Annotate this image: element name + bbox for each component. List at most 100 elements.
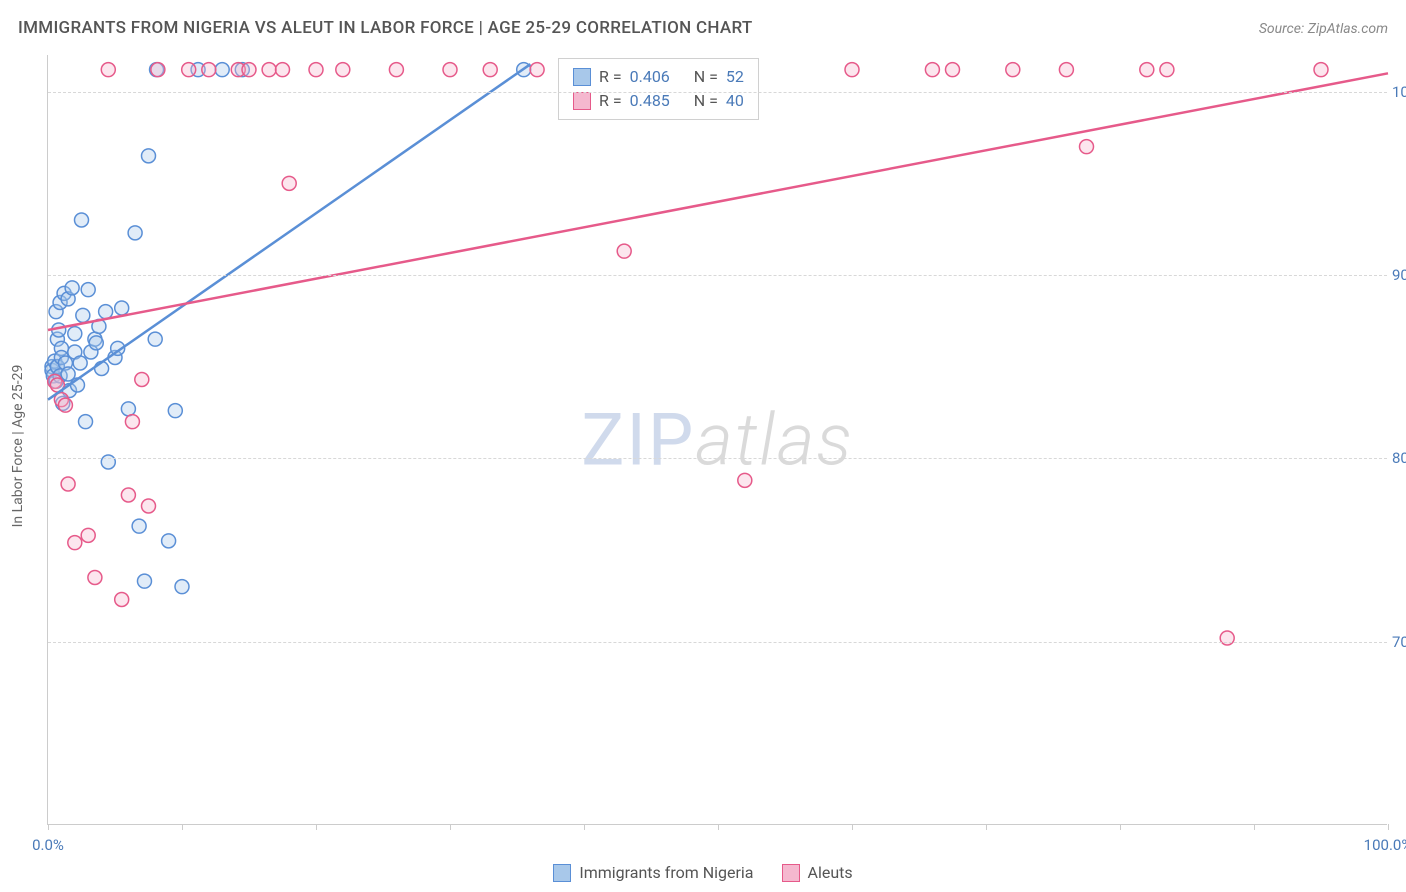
data-point xyxy=(121,488,135,502)
data-point xyxy=(137,574,151,588)
data-point xyxy=(68,327,82,341)
gridline xyxy=(48,275,1387,276)
data-point xyxy=(276,63,290,77)
y-tick-label: 100.0% xyxy=(1392,83,1406,101)
data-point xyxy=(1314,63,1328,77)
n-label: N = xyxy=(694,65,718,89)
x-tick-mark xyxy=(182,824,183,830)
legend-label-nigeria: Immigrants from Nigeria xyxy=(579,863,753,882)
y-tick-label: 90.0% xyxy=(1392,266,1406,284)
x-tick-mark xyxy=(450,824,451,830)
data-point xyxy=(617,244,631,258)
x-tick-mark xyxy=(1388,824,1389,830)
data-point xyxy=(128,226,142,240)
stats-row-nigeria: R = 0.406 N = 52 xyxy=(573,65,744,89)
data-point xyxy=(76,308,90,322)
data-point xyxy=(175,580,189,594)
data-point xyxy=(125,415,139,429)
stats-legend: R = 0.406 N = 52 R = 0.485 N = 40 xyxy=(558,58,759,120)
chart-source: Source: ZipAtlas.com xyxy=(1259,21,1388,37)
x-tick-label: 0.0% xyxy=(32,836,64,854)
data-point xyxy=(121,402,135,416)
data-point xyxy=(1006,63,1020,77)
r-value-nigeria: 0.406 xyxy=(630,65,670,89)
n-value-nigeria: 52 xyxy=(726,65,744,89)
data-point xyxy=(68,536,82,550)
data-point xyxy=(101,63,115,77)
bottom-legend: Immigrants from Nigeria Aleuts xyxy=(0,863,1406,882)
data-point xyxy=(845,63,859,77)
swatch-aleuts xyxy=(573,92,591,110)
x-tick-mark xyxy=(986,824,987,830)
y-tick-label: 70.0% xyxy=(1392,633,1406,651)
data-point xyxy=(925,63,939,77)
data-point xyxy=(202,63,216,77)
gridline xyxy=(48,642,1387,643)
data-point xyxy=(443,63,457,77)
x-tick-mark xyxy=(1120,824,1121,830)
chart-header: IMMIGRANTS FROM NIGERIA VS ALEUT IN LABO… xyxy=(18,18,1388,38)
x-tick-mark xyxy=(852,824,853,830)
data-point xyxy=(946,63,960,77)
data-point xyxy=(142,149,156,163)
legend-item-aleuts: Aleuts xyxy=(782,863,853,882)
data-point xyxy=(81,528,95,542)
data-point xyxy=(262,63,276,77)
y-tick-label: 80.0% xyxy=(1392,449,1406,467)
data-point xyxy=(148,332,162,346)
data-point xyxy=(1220,631,1234,645)
swatch-nigeria-icon xyxy=(553,864,571,882)
data-point xyxy=(483,63,497,77)
legend-label-aleuts: Aleuts xyxy=(808,863,853,882)
gridline xyxy=(48,92,1387,93)
data-point xyxy=(1059,63,1073,77)
x-tick-mark xyxy=(1254,824,1255,830)
data-point xyxy=(336,63,350,77)
data-point xyxy=(88,571,102,585)
data-point xyxy=(215,63,229,77)
data-point xyxy=(132,519,146,533)
gridline xyxy=(48,458,1387,459)
data-point xyxy=(530,63,544,77)
data-point xyxy=(738,473,752,487)
data-point xyxy=(142,499,156,513)
swatch-nigeria xyxy=(573,68,591,86)
data-point xyxy=(61,477,75,491)
data-point xyxy=(73,356,87,370)
chart-svg xyxy=(48,55,1387,824)
data-point xyxy=(242,63,256,77)
plot-area: ZIPatlas R = 0.406 N = 52 R = 0.485 N = … xyxy=(47,55,1387,825)
swatch-aleuts-icon xyxy=(782,864,800,882)
data-point xyxy=(282,176,296,190)
x-tick-mark xyxy=(316,824,317,830)
data-point xyxy=(101,455,115,469)
data-point xyxy=(1160,63,1174,77)
data-point xyxy=(65,281,79,295)
data-point xyxy=(79,415,93,429)
data-point xyxy=(389,63,403,77)
data-point xyxy=(1080,140,1094,154)
r-label: R = xyxy=(599,65,622,89)
data-point xyxy=(182,63,196,77)
chart-title: IMMIGRANTS FROM NIGERIA VS ALEUT IN LABO… xyxy=(18,18,753,38)
data-point xyxy=(309,63,323,77)
data-point xyxy=(75,213,89,227)
x-tick-mark xyxy=(584,824,585,830)
data-point xyxy=(81,283,95,297)
data-point xyxy=(99,305,113,319)
x-tick-mark xyxy=(718,824,719,830)
trend-line xyxy=(48,64,530,400)
data-point xyxy=(135,373,149,387)
data-point xyxy=(162,534,176,548)
data-point xyxy=(115,301,129,315)
data-point xyxy=(168,404,182,418)
data-point xyxy=(89,336,103,350)
x-tick-mark xyxy=(48,824,49,830)
data-point xyxy=(115,593,129,607)
legend-item-nigeria: Immigrants from Nigeria xyxy=(553,863,753,882)
data-point xyxy=(58,398,72,412)
y-axis-label: In Labor Force | Age 25-29 xyxy=(10,365,26,528)
x-tick-label: 100.0% xyxy=(1364,836,1406,854)
data-point xyxy=(1140,63,1154,77)
data-point xyxy=(151,63,165,77)
